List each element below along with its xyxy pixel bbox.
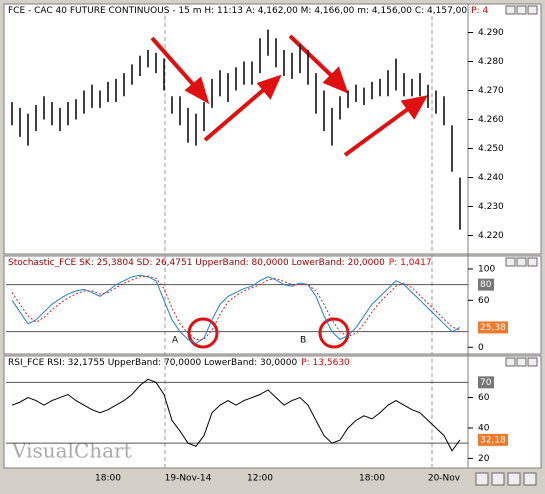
button[interactable] (516, 257, 527, 267)
pane-header: FCE - CAC 40 FUTURE CONTINUOUS - 15 m H:… (8, 6, 488, 16)
header-part: P: 13,5630 (301, 358, 350, 368)
y-tick-label: 0 (478, 343, 484, 353)
header-part: P: 4 (471, 6, 488, 16)
button[interactable] (516, 5, 527, 15)
button[interactable] (505, 257, 516, 267)
header-part: P: 1,0417 (389, 258, 432, 268)
last-value-label: 25,38 (480, 323, 506, 333)
y-tick-label: 4.280 (478, 57, 504, 67)
button[interactable] (491, 472, 505, 486)
y-tick-label: 20 (478, 454, 490, 464)
band-box (478, 376, 494, 389)
button[interactable] (527, 357, 538, 367)
y-tick-label: 4.220 (478, 231, 504, 241)
pane-header: Stochastic_FCE SK: 25,3804 SD: 26,4751 U… (8, 258, 432, 268)
y-tick-label: 60 (478, 393, 490, 403)
button[interactable] (523, 472, 537, 486)
series-line (11, 378, 461, 452)
y-tick-label: 60 (478, 296, 490, 306)
y-tick-label: 4.230 (478, 202, 504, 212)
series-line (11, 274, 461, 344)
band-label: 80 (480, 280, 492, 290)
x-tick-label: 18:00 (95, 474, 121, 484)
header-part: FCE - CAC 40 FUTURE CONTINUOUS - 15 m H:… (8, 6, 467, 16)
y-tick-label: 100 (478, 264, 495, 274)
header-part: RSI_FCE RSI: 32,1755 UpperBand: 70,0000 … (8, 358, 298, 368)
button[interactable] (505, 357, 516, 367)
highlight-circle (318, 317, 350, 349)
y-tick-label: 40 (478, 423, 490, 433)
button[interactable] (507, 472, 521, 486)
stoch-pane (3, 255, 542, 355)
last-value-box (478, 321, 508, 334)
y-tick-label: 4.250 (478, 144, 504, 154)
watermark: VisualChart (11, 439, 132, 463)
highlight-circle (187, 317, 219, 349)
button[interactable] (505, 5, 516, 15)
y-tick-label: 4.270 (478, 86, 504, 96)
x-tick-label: 18:00 (359, 474, 385, 484)
button[interactable] (527, 5, 538, 15)
x-tick-label: 19-Nov-14 (165, 474, 212, 484)
window-buttons (475, 5, 538, 486)
x-tick-label: 12:00 (247, 474, 273, 484)
arrows (150, 34, 428, 157)
y-tick-label: 4.260 (478, 115, 504, 125)
band-box (478, 278, 494, 291)
button[interactable] (475, 472, 489, 486)
y-tick-label: 4.290 (478, 28, 504, 38)
series-line (11, 275, 461, 340)
y-tick-label: 4.240 (478, 173, 504, 183)
annotation: A (172, 336, 179, 346)
last-value-label: 32,18 (480, 435, 506, 445)
button[interactable] (516, 357, 527, 367)
button[interactable] (527, 257, 538, 267)
annotation: B (300, 336, 306, 346)
band-label: 70 (480, 378, 492, 388)
pane-header: RSI_FCE RSI: 32,1755 UpperBand: 70,0000 … (8, 358, 350, 368)
last-value-box (478, 433, 508, 446)
header-part: Stochastic_FCE SK: 25,3804 SD: 26,4751 U… (8, 258, 385, 268)
x-tick-label: 20-Nov (428, 474, 461, 484)
